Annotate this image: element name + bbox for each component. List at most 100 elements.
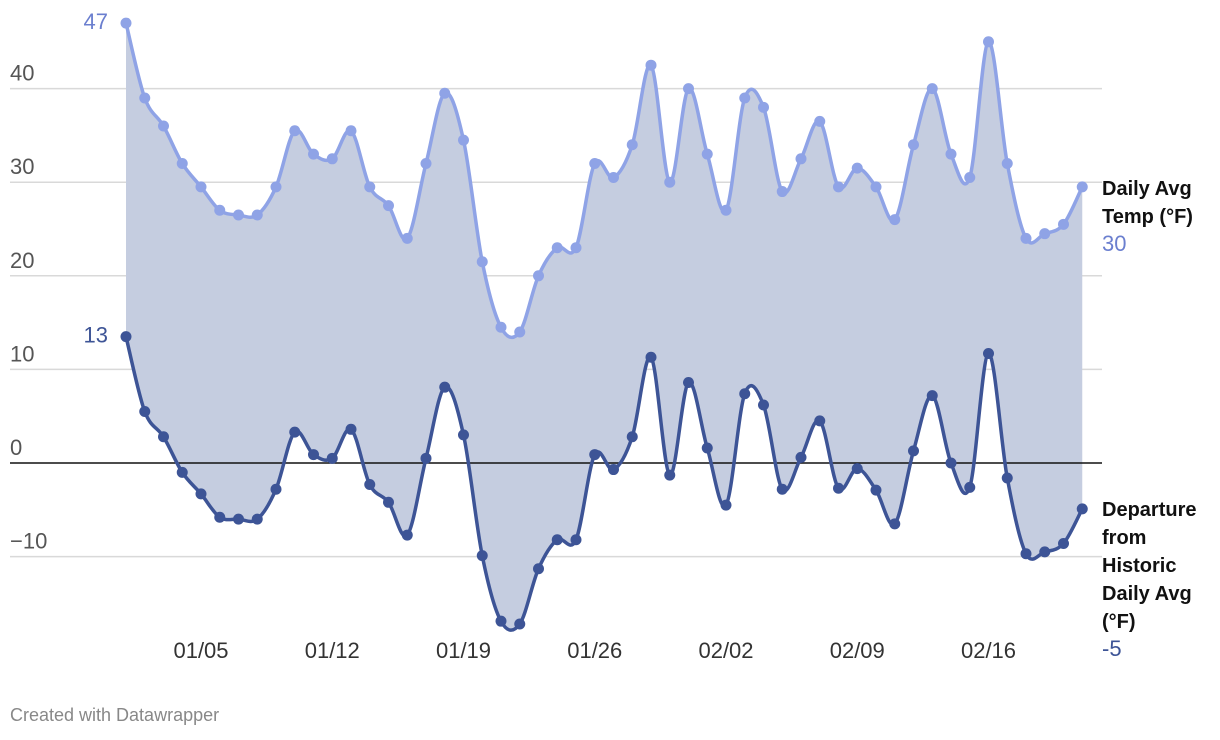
temp-point [1020, 232, 1032, 244]
temp-point [308, 148, 319, 160]
between-area [126, 23, 1083, 631]
departure-point [1020, 548, 1032, 560]
temp-point [495, 321, 507, 333]
temp-point [139, 92, 151, 104]
temp-point [158, 120, 169, 132]
temp-point [964, 172, 976, 184]
temp-point [908, 139, 919, 151]
temp-point [833, 181, 844, 193]
departure-point [1039, 546, 1051, 558]
temp-point [251, 209, 263, 221]
departure-point [195, 488, 207, 500]
departure-point [758, 399, 769, 411]
temp-point [420, 157, 432, 169]
departure-point [364, 479, 376, 491]
temp-point [664, 176, 676, 188]
departure-point [458, 429, 469, 441]
temp-point [945, 148, 957, 160]
departure-series-name: (°F) [1102, 611, 1136, 633]
departure-point [176, 466, 188, 478]
departure-point [139, 406, 151, 418]
departure-point [983, 347, 994, 359]
departure-point [233, 513, 244, 525]
departure-series-name: Historic [1102, 555, 1176, 577]
fill-area [126, 23, 1083, 631]
y-tick-label: 10 [10, 341, 34, 366]
series-labels: 47 13 Daily Avg Temp (°F) 30 Departure from His… [84, 9, 1197, 661]
temp-start-label: 47 [84, 9, 108, 34]
departure-point [401, 529, 413, 541]
temp-point [570, 242, 582, 254]
temp-point [739, 92, 751, 104]
temp-point [551, 242, 563, 254]
x-tick-label: 01/12 [305, 638, 360, 663]
temp-point [233, 209, 244, 221]
temp-point [926, 83, 938, 95]
temp-point [1076, 181, 1088, 193]
departure-point [701, 442, 713, 454]
temp-point [720, 204, 732, 216]
departure-point [776, 483, 788, 495]
temp-point [626, 139, 638, 151]
departure-point [945, 457, 957, 469]
x-tick-label: 02/16 [961, 638, 1016, 663]
departure-point [851, 463, 863, 475]
departure-point [514, 618, 526, 630]
temp-point [645, 59, 657, 71]
temp-point [439, 87, 451, 99]
departure-point [683, 377, 694, 389]
departure-point [664, 469, 676, 481]
departure-point [608, 464, 619, 476]
x-tick-label: 02/09 [830, 638, 885, 663]
temp-point [701, 148, 713, 160]
temp-point [758, 101, 769, 113]
temp-point [364, 181, 376, 193]
departure-series-name: Departure [1102, 499, 1196, 521]
departure-point [420, 452, 432, 464]
departure-point [1001, 472, 1013, 484]
departure-point [964, 481, 976, 493]
temp-series-name: Daily Avg [1102, 178, 1192, 200]
departure-point [326, 452, 338, 464]
temp-point [458, 134, 469, 146]
departure-point [289, 426, 301, 438]
series-points [120, 17, 1088, 630]
departure-point [795, 451, 807, 463]
departure-series-name: Daily Avg [1102, 583, 1192, 605]
y-tick-label: −10 [10, 529, 47, 554]
departure-point [814, 415, 826, 427]
departure-point [439, 381, 451, 393]
chart: −10 0 10 20 30 40 01/05 01/12 01/19 01/26 02/02 02… [10, 9, 1197, 663]
temp-point [983, 36, 994, 48]
departure-point [589, 449, 601, 461]
departure-point [158, 431, 169, 443]
temp-point [683, 83, 694, 95]
temp-point [776, 186, 788, 198]
departure-point [383, 496, 394, 508]
departure-point [720, 499, 732, 511]
departure-point [270, 483, 282, 495]
temp-end-label: 30 [1102, 231, 1126, 256]
temp-point [383, 200, 394, 212]
departure-series-name: from [1102, 527, 1146, 549]
temp-point [795, 153, 807, 165]
departure-point [551, 534, 563, 546]
temp-point [1058, 218, 1069, 230]
departure-point [570, 534, 582, 546]
temp-point [345, 125, 357, 137]
departure-point [345, 423, 357, 435]
temp-point [589, 157, 601, 169]
y-tick-label: 0 [10, 435, 22, 460]
temp-series-name: Temp (°F) [1102, 206, 1193, 228]
temp-point [1001, 157, 1013, 169]
departure-point [476, 550, 488, 562]
departure-point [495, 615, 507, 627]
departure-point [926, 390, 938, 402]
x-tick-label: 01/05 [173, 638, 228, 663]
y-tick-label: 20 [10, 248, 34, 273]
temp-point [870, 181, 882, 193]
temp-point [476, 256, 488, 268]
temp-point [851, 162, 863, 174]
departure-point [308, 449, 319, 461]
x-tick-label: 01/26 [567, 638, 622, 663]
